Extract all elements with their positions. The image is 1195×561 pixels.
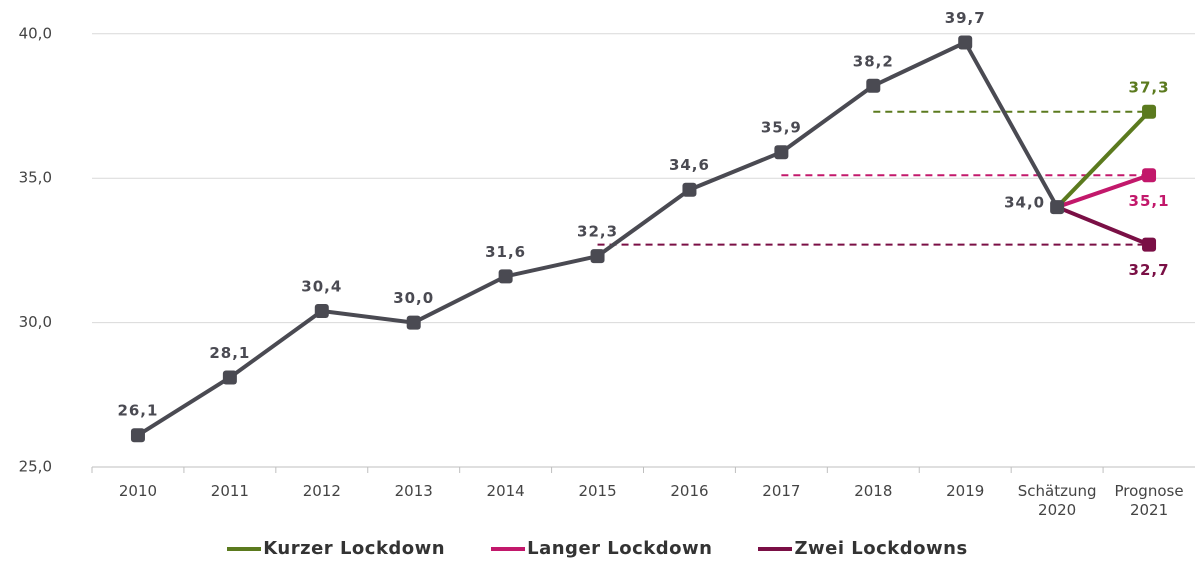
marker [314,304,329,319]
data-label: 32,7 [1129,261,1170,279]
y-tick-label: 35,0 [19,169,52,187]
x-tick-label: Prognose 2021 [1114,482,1184,519]
legend-swatch [491,546,526,551]
legend-swatch [227,546,262,551]
marker [1142,237,1157,252]
y-tick-label: 40,0 [19,24,52,42]
marker [498,269,513,284]
x-tick-label: 2015 [578,482,617,500]
series-line [1056,205,1150,247]
series-line [1055,110,1151,209]
x-tick-label: 2012 [302,482,341,500]
marker [1050,200,1065,215]
series-line [1056,173,1150,209]
data-label: 35,9 [761,119,802,137]
marker [1142,104,1157,119]
legend-item: Kurzer Lockdown [227,538,445,559]
legend-item: Langer Lockdown [491,538,712,559]
x-tick-label: 2019 [946,482,985,500]
legend-label: Langer Lockdown [527,538,713,559]
y-tick-label: 25,0 [19,458,52,476]
data-label: 30,0 [393,289,434,307]
data-label: 32,3 [577,223,618,241]
marker [1142,168,1157,183]
x-tick-label: 2013 [394,482,433,500]
data-label: 39,7 [945,9,986,27]
marker [406,315,421,330]
data-label: 38,2 [853,52,894,70]
data-label: 34,6 [669,156,710,174]
data-label: 30,4 [301,278,342,296]
data-label: 28,1 [209,344,250,362]
x-tick-label: Schätzung 2020 [1017,482,1097,519]
marker [682,182,697,197]
legend-label: Zwei Lockdowns [794,538,968,559]
data-label: 31,6 [485,243,526,261]
legend: Kurzer Lockdown Langer Lockdown Zwei Lockd… [0,538,1195,559]
y-tick-label: 30,0 [19,313,52,331]
marker [590,249,605,264]
marker [774,145,789,160]
legend-swatch [758,546,793,551]
x-tick-label: 2010 [118,482,158,500]
data-label: 37,3 [1129,78,1170,96]
data-label: 34,0 [1004,194,1045,212]
marker [866,78,881,93]
x-tick-label: 2011 [210,482,249,500]
x-tick-label: 2016 [670,482,709,500]
legend-item: Zwei Lockdowns [758,538,967,559]
data-label: 35,1 [1129,192,1170,210]
legend-label: Kurzer Lockdown [263,538,446,559]
marker [958,35,973,50]
data-label: 26,1 [117,402,158,420]
marker [130,428,145,443]
marker [222,370,237,385]
x-tick-label: 2017 [762,482,801,500]
x-tick-label: 2014 [486,482,525,500]
x-tick-label: 2018 [854,482,893,500]
